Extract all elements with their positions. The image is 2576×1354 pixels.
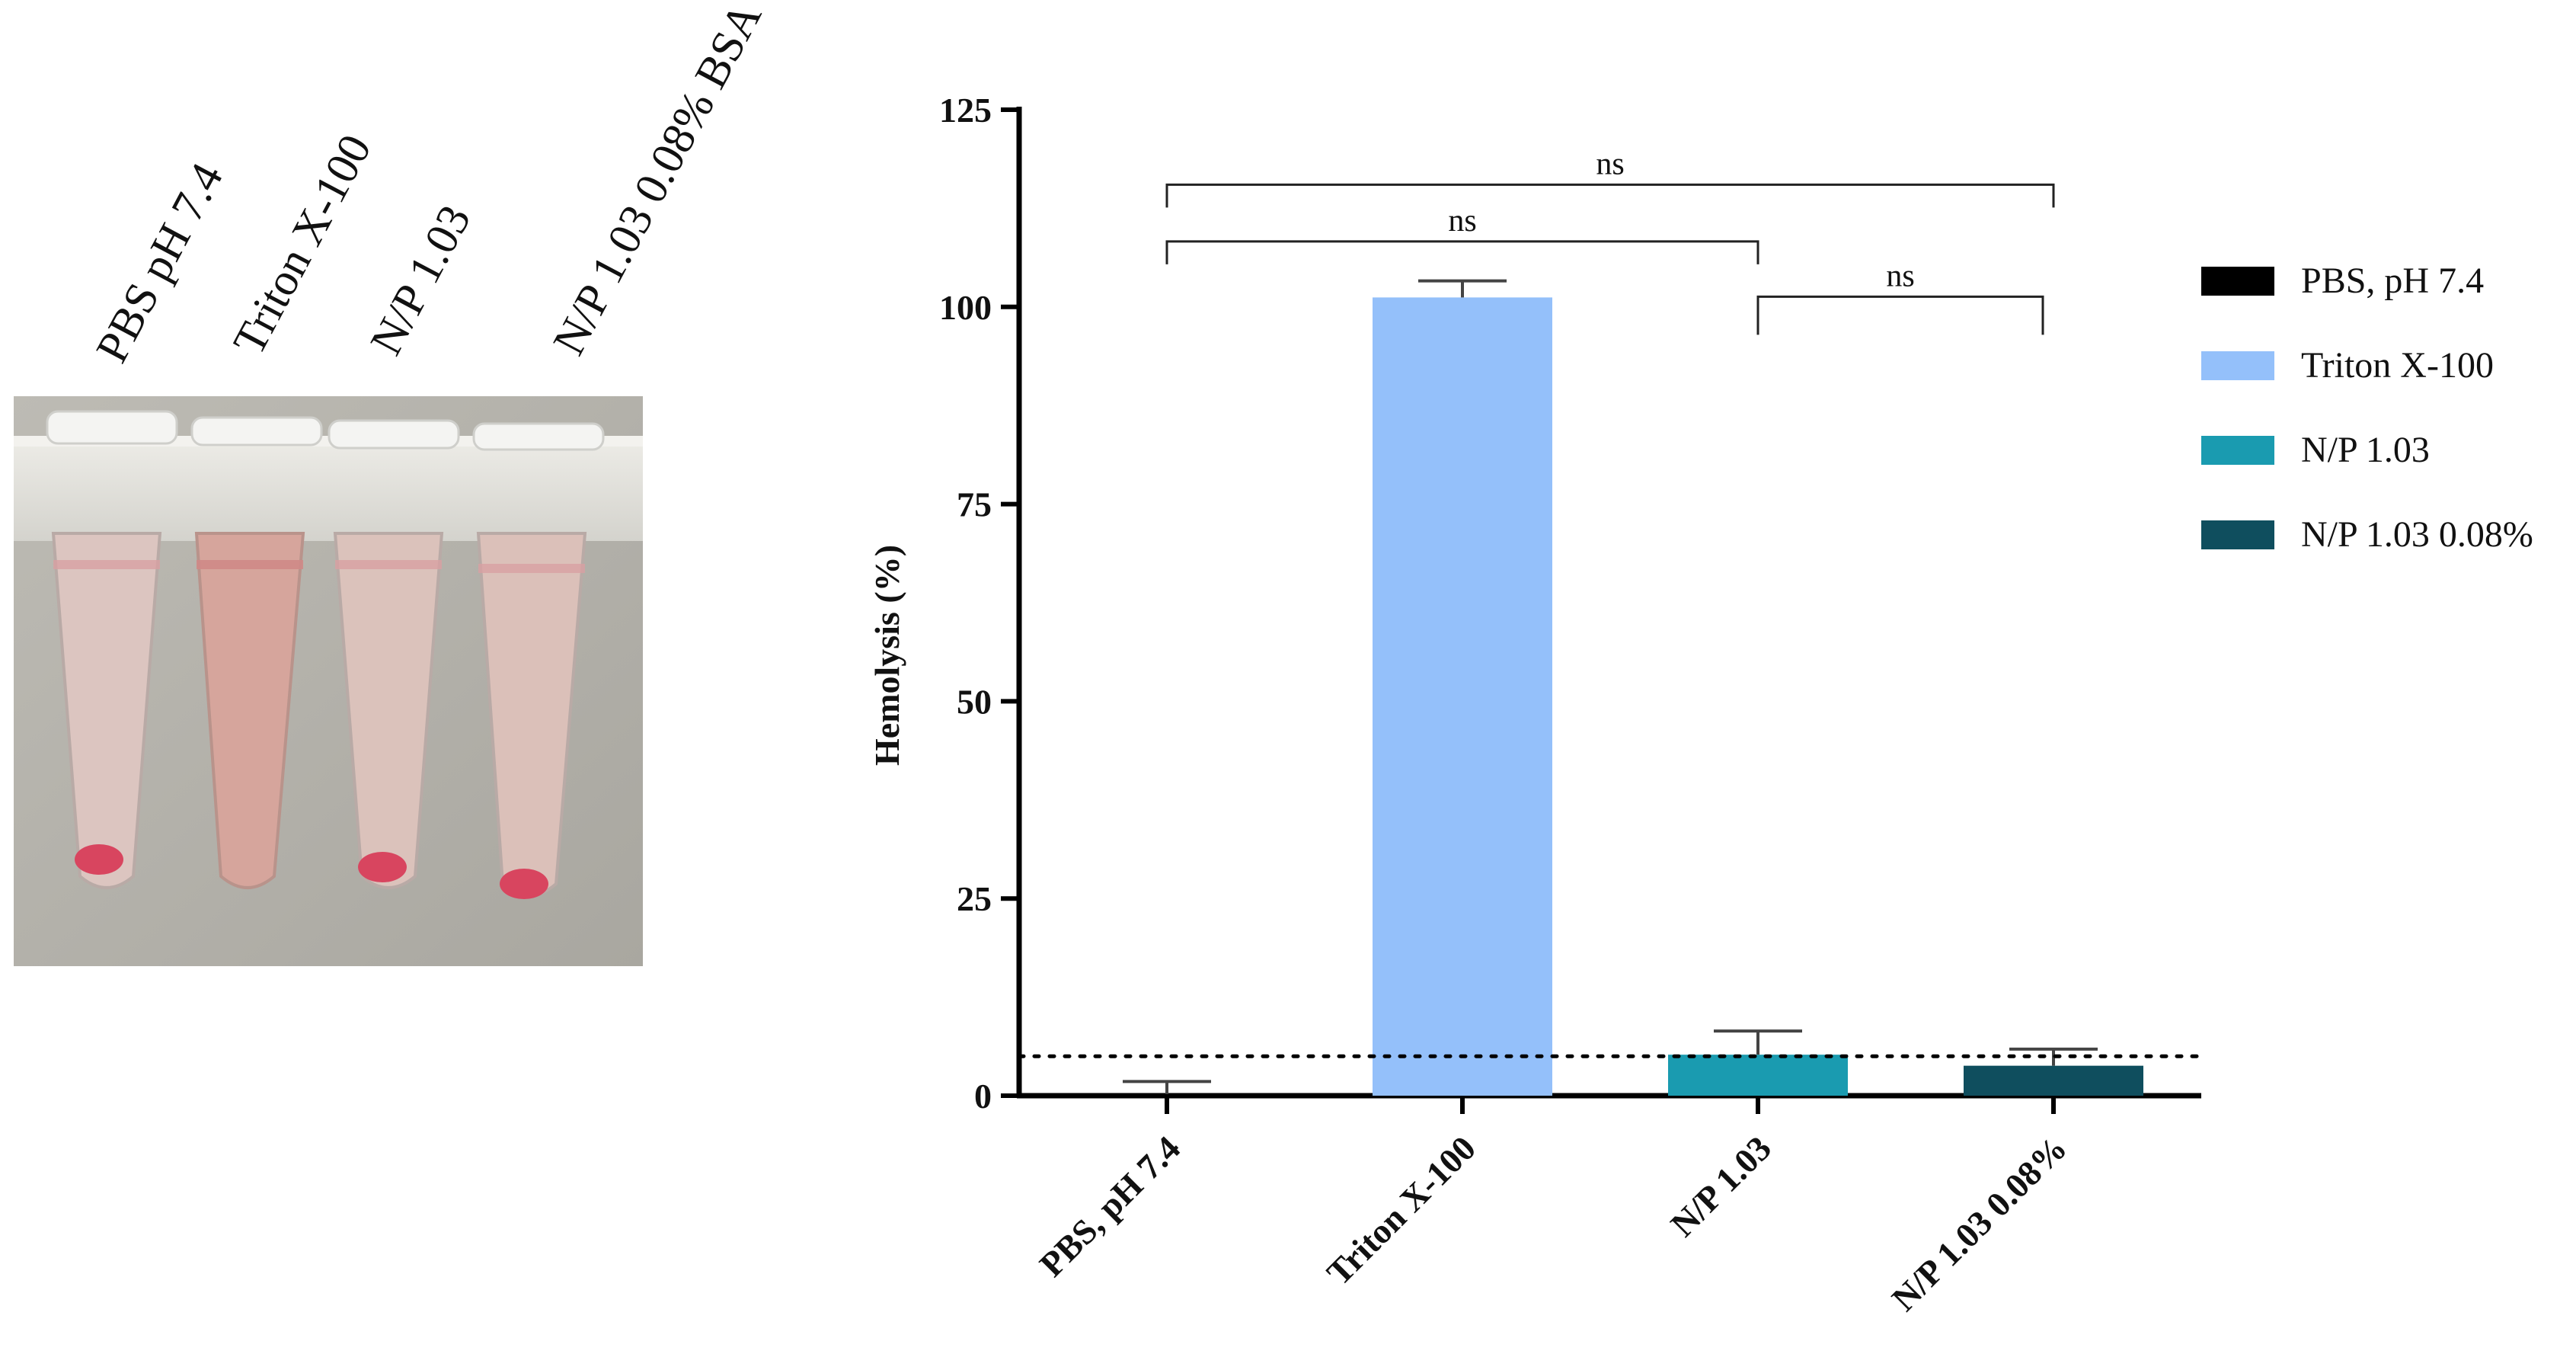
y-tick-label: 75 [957, 485, 992, 524]
x-tick-label: Triton X-100 [1319, 1128, 1483, 1292]
pellet-4 [500, 869, 548, 899]
pellet-3 [358, 852, 407, 882]
tube-4 [476, 532, 587, 899]
legend: PBS, pH 7.4 Triton X-100 N/P 1.03 N/P 1.03 … [2201, 261, 2533, 555]
tube-label-4: N/P 1.03 0.08% BSA [543, 0, 771, 363]
pellet-1 [75, 844, 123, 875]
x-tick-label: N/P 1.03 [1663, 1128, 1779, 1244]
legend-swatch-3 [2201, 436, 2274, 465]
tube-caps [46, 410, 605, 451]
x-tick-label: PBS, pH 7.4 [1032, 1128, 1187, 1284]
tube-label-2: Triton X-100 [223, 126, 381, 363]
bar-chart: 0 25 50 75 100 125 ns ns ns PBS, pH 7.4 Triton X… [868, 91, 2204, 1318]
bar-3 [1668, 1055, 1848, 1096]
y-tick-label: 100 [939, 288, 992, 327]
significance-brackets: ns ns ns [1165, 146, 2055, 335]
significance-bracket [1756, 295, 2044, 335]
tube-2 [194, 532, 305, 889]
y-tick-label: 25 [957, 879, 992, 918]
significance-label: ns [1596, 146, 1624, 181]
tube-label-1: PBS pH 7.4 [86, 155, 232, 370]
tube-1 [51, 532, 162, 889]
bar-1 [1077, 1093, 1257, 1096]
legend-label-1: PBS, pH 7.4 [2301, 261, 2484, 301]
legend-swatch-1 [2201, 267, 2274, 296]
error-bars [1123, 279, 2098, 1094]
x-tick-labels: PBS, pH 7.4 Triton X-100 N/P 1.03 N/P 1.03 … [1032, 1128, 2074, 1318]
significance-bracket [1165, 183, 2055, 208]
bar-2 [1373, 297, 1552, 1096]
bar-4 [1964, 1065, 2143, 1096]
tube-photo: PBS pH 7.4 Triton X-100 N/P 1.03 N/P 1.0… [14, 0, 771, 966]
tube-3 [333, 532, 444, 889]
tube-rack [14, 442, 643, 541]
axes: 0 25 50 75 100 125 [939, 91, 2201, 1116]
legend-swatch-2 [2201, 351, 2274, 380]
significance-label: ns [1448, 203, 1476, 238]
bars [1077, 297, 2143, 1096]
legend-swatch-4 [2201, 520, 2274, 549]
y-axis-label: Hemolysis (%) [868, 545, 906, 766]
y-tick-label: 50 [957, 682, 992, 721]
tube-label-3: N/P 1.03 [360, 197, 480, 363]
y-tick-label: 0 [974, 1077, 992, 1116]
significance-bracket [1165, 240, 1759, 264]
significance-label: ns [1886, 258, 1914, 293]
x-tick-label: N/P 1.03 0.08% [1884, 1128, 2074, 1318]
legend-label-3: N/P 1.03 [2301, 430, 2430, 470]
legend-label-4: N/P 1.03 0.08% [2301, 514, 2533, 555]
y-tick-label: 125 [939, 91, 992, 130]
legend-label-2: Triton X-100 [2301, 345, 2494, 386]
